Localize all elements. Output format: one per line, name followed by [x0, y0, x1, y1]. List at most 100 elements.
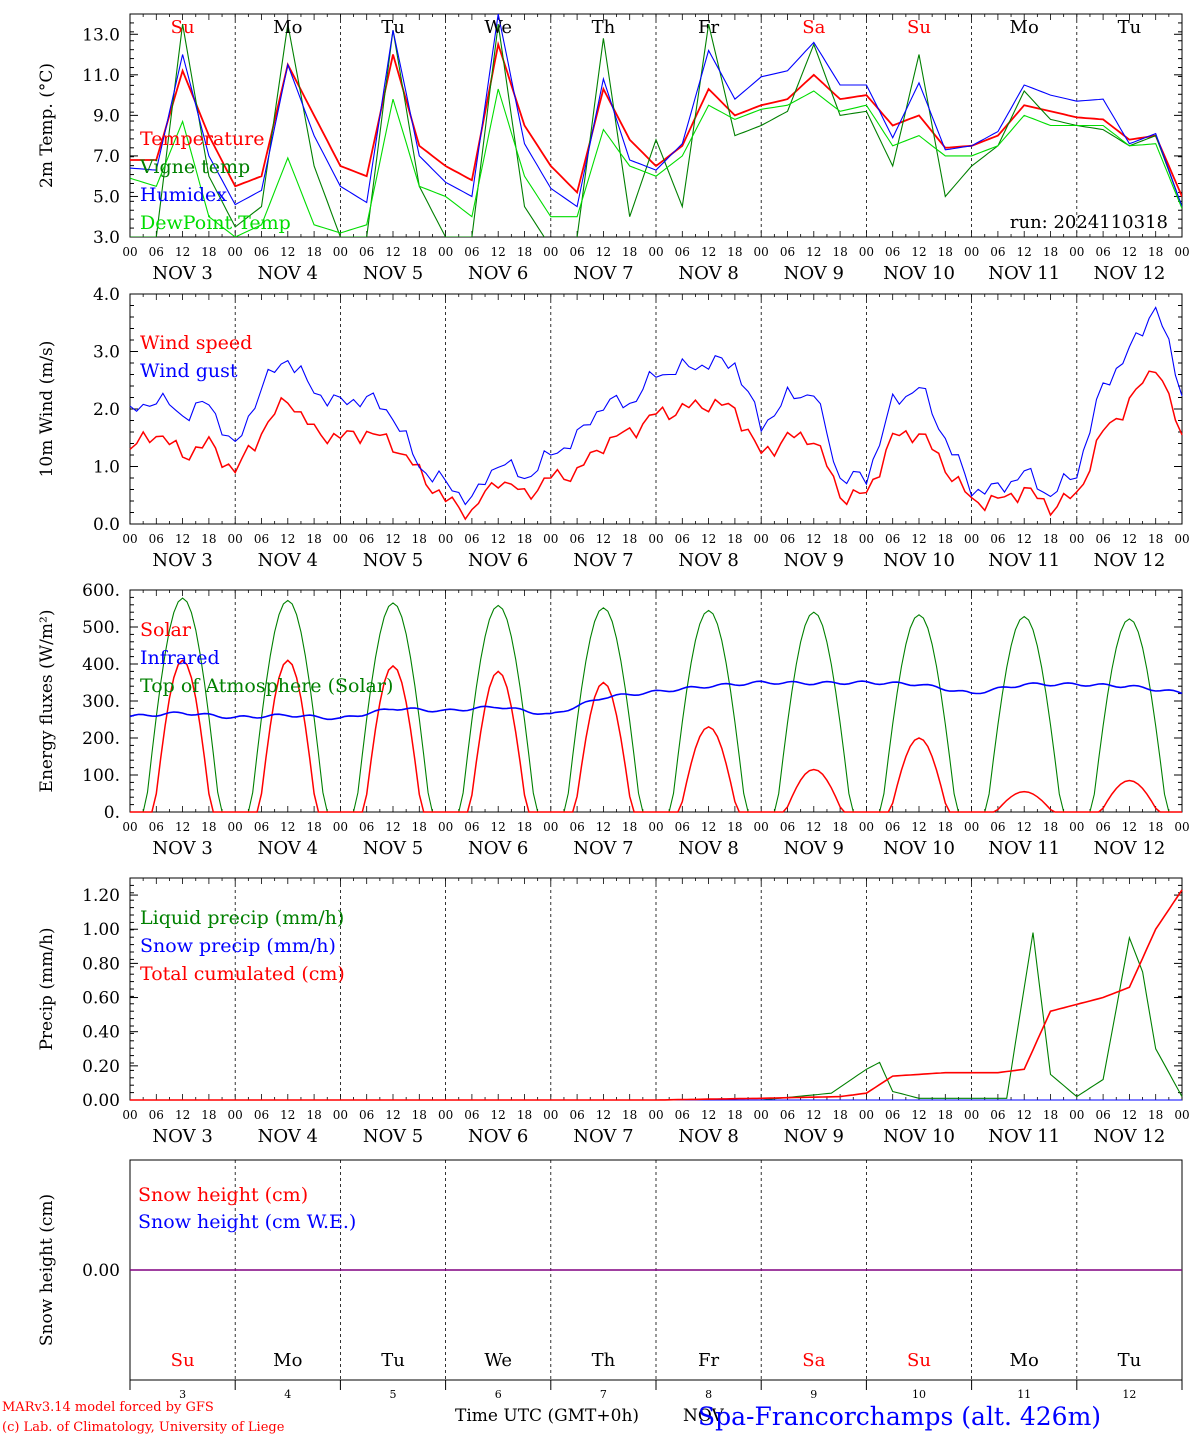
y-axis-label: Snow height (cm) [37, 1194, 57, 1346]
y-tick-label: 7.0 [93, 147, 120, 167]
series-total-cumulated [130, 889, 1183, 1101]
hour-tick-label: 00 [122, 532, 137, 546]
y-axis-label: 10m Wind (m/s) [37, 341, 57, 478]
hour-tick-label: 12 [491, 245, 506, 259]
y-tick-label: 0.00 [82, 1261, 120, 1281]
hour-tick-label: 12 [385, 532, 400, 546]
weekday-label: Sa [802, 1350, 825, 1371]
hour-tick-label: 00 [648, 820, 663, 834]
hour-tick-label: 12 [1122, 532, 1137, 546]
hour-tick-label: 12 [280, 820, 295, 834]
y-tick-label: 500. [82, 618, 120, 638]
hour-tick-label: 06 [149, 820, 164, 834]
legend-entry: Snow precip (mm/h) [140, 935, 336, 957]
y-tick-label: 600. [82, 581, 120, 601]
hour-tick-label: 00 [648, 532, 663, 546]
y-tick-label: 5.0 [93, 187, 120, 207]
y-tick-label: 2.0 [93, 400, 120, 420]
date-label: NOV 3 [152, 1126, 212, 1147]
weekday-label: Mo [273, 17, 302, 38]
weekday-label: Tu [381, 17, 405, 38]
hour-tick-label: 00 [964, 820, 979, 834]
legend-entry: Vigne temp [139, 156, 250, 178]
snow-panel: 0.00 Snow height (cm) Snow height (cm) Snow… [37, 1159, 1183, 1401]
hour-tick-label: 06 [885, 532, 900, 546]
date-label: NOV 4 [258, 1126, 318, 1147]
y-tick-label: 9.0 [93, 106, 120, 126]
hour-tick-label: 00 [859, 1108, 874, 1122]
hour-tick-label: 00 [859, 820, 874, 834]
date-label: NOV 7 [573, 263, 633, 284]
hour-tick-label: 18 [1043, 245, 1058, 259]
hour-tick-label: 12 [911, 1108, 926, 1122]
hour-tick-label: 18 [201, 532, 216, 546]
hour-tick-label: 00 [543, 245, 558, 259]
station-title: Spa-Francorchamps (alt. 426m) [698, 1402, 1102, 1431]
day-number-label: 11 [1017, 1388, 1031, 1401]
weekday-label: Th [592, 17, 616, 38]
hour-tick-label: 00 [228, 820, 243, 834]
hour-tick-label: 00 [228, 1108, 243, 1122]
hour-tick-label: 18 [622, 1108, 637, 1122]
hour-tick-label: 12 [911, 245, 926, 259]
hour-tick-label: 06 [1095, 245, 1110, 259]
hour-tick-label: 00 [122, 245, 137, 259]
hour-tick-label: 18 [306, 245, 321, 259]
y-tick-label: 300. [82, 692, 120, 712]
date-label: NOV 10 [883, 838, 955, 859]
day-number-label: 9 [810, 1388, 817, 1401]
hour-tick-label: 06 [990, 532, 1005, 546]
legend-entry: Top of Atmosphere (Solar) [140, 675, 393, 697]
hour-tick-label: 06 [464, 532, 479, 546]
date-label: NOV 12 [1093, 838, 1165, 859]
weekday-label: We [484, 1350, 512, 1371]
x-axis-title: Time UTC (GMT+0h) [455, 1406, 640, 1426]
hour-tick-label: 00 [648, 245, 663, 259]
hour-tick-label: 18 [1148, 1108, 1163, 1122]
date-label: NOV 12 [1093, 1126, 1165, 1147]
y-tick-label: 0.80 [82, 954, 120, 974]
hour-tick-label: 06 [254, 1108, 269, 1122]
date-label: NOV 9 [784, 1126, 844, 1147]
hour-tick-label: 12 [175, 1108, 190, 1122]
hour-tick-label: 06 [359, 1108, 374, 1122]
hour-tick-label: 00 [754, 820, 769, 834]
day-number-label: 7 [600, 1388, 607, 1401]
hour-tick-label: 06 [569, 1108, 584, 1122]
series-humidex [130, 14, 1182, 208]
date-label: NOV 9 [784, 263, 844, 284]
hour-tick-label: 18 [1148, 245, 1163, 259]
hour-tick-label: 00 [333, 1108, 348, 1122]
date-label: NOV 6 [468, 263, 528, 284]
series-wind-gust [129, 306, 1183, 506]
hour-tick-label: 18 [727, 532, 742, 546]
date-label: NOV 8 [678, 550, 738, 571]
y-axis-label: 2m Temp. (°C) [37, 63, 57, 188]
date-label: NOV 8 [678, 838, 738, 859]
date-label: NOV 11 [988, 263, 1060, 284]
y-tick-label: 13.0 [82, 25, 120, 45]
hour-tick-label: 18 [201, 1108, 216, 1122]
hour-tick-label: 18 [1148, 532, 1163, 546]
y-tick-label: 1.0 [93, 458, 120, 478]
date-label: NOV 8 [678, 1126, 738, 1147]
day-number-label: 8 [705, 1388, 712, 1401]
date-label: NOV 10 [883, 263, 955, 284]
hour-tick-label: 12 [1122, 1108, 1137, 1122]
date-label: NOV 6 [468, 838, 528, 859]
weekday-label: Mo [1010, 17, 1039, 38]
hour-tick-label: 12 [1017, 820, 1032, 834]
hour-tick-label: 00 [122, 1108, 137, 1122]
hour-tick-label: 00 [648, 1108, 663, 1122]
date-label: NOV 7 [573, 1126, 633, 1147]
hour-tick-label: 18 [938, 245, 953, 259]
precip-panel: 0.00 0.20 0.40 0.60 0.80 1.00 1.20 Precip (mm/h… [37, 877, 1190, 1147]
date-label: NOV 10 [883, 550, 955, 571]
legend-entry: Liquid precip (mm/h) [140, 907, 344, 929]
date-label: NOV 5 [363, 1126, 423, 1147]
hour-tick-label: 12 [596, 820, 611, 834]
hour-tick-label: 12 [806, 820, 821, 834]
y-tick-label: 0.60 [82, 989, 120, 1009]
hour-tick-label: 00 [1174, 532, 1189, 546]
